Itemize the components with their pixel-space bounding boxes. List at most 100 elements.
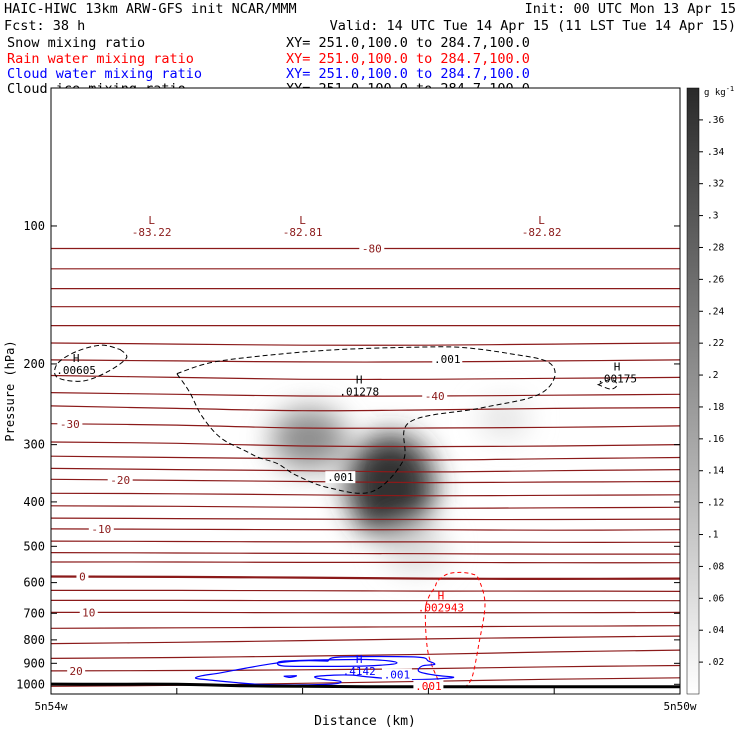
y-tick-label: 500 <box>23 539 45 553</box>
cloud-water-contours <box>194 655 455 686</box>
isotherm-label: -10 <box>91 523 111 536</box>
colorbar-tick-label: .16 <box>707 434 724 445</box>
low-marker: L <box>299 214 306 227</box>
high-marker: H <box>438 590 445 603</box>
snow-contours <box>54 344 618 494</box>
y-tick-label: 700 <box>23 606 45 620</box>
shade-blob-3 <box>478 400 530 438</box>
isotherm-line <box>51 342 680 346</box>
isotherm-label-bg <box>57 417 83 430</box>
isotherm-label: 0 <box>79 571 86 584</box>
forecast-hour: Fcst: 38 h <box>4 18 85 34</box>
model-title: HAIC-HIWC 13km ARW-GFS init NCAR/MMM <box>4 1 297 17</box>
isotherm-line <box>51 517 680 521</box>
isotherm-line <box>51 492 680 497</box>
isotherm-line <box>51 478 680 484</box>
x-axis-label: Distance (km) <box>314 714 416 729</box>
isotherm-line <box>51 589 680 592</box>
rain-contour <box>424 571 486 687</box>
colorbar-gradient <box>686 87 700 695</box>
extremum-value: .4142 <box>343 665 376 678</box>
init-time: Init: 00 UTC Mon 13 Apr 15 <box>525 1 736 17</box>
isotherm-label-bg <box>88 523 114 536</box>
field-xy-rain: XY= 251.0,100.0 to 284.7,100.0 <box>286 51 530 67</box>
isotherm-line <box>51 528 680 531</box>
isotherm-line <box>51 649 680 659</box>
colorbar-tick-label: .26 <box>707 274 724 285</box>
high-marker: H <box>356 374 363 387</box>
isotherm-label-bg <box>76 570 89 583</box>
y-axis-label: Pressure (hPa) <box>3 340 17 441</box>
colorbar-tick-label: .22 <box>707 338 724 349</box>
colorbar-tick-label: .34 <box>707 147 724 158</box>
y-tick-label: 800 <box>23 633 45 647</box>
isotherm-line <box>51 359 680 363</box>
contour-label: .001 <box>434 353 461 366</box>
y-tick-label: 200 <box>23 357 45 371</box>
field-xy-snow: XY= 251.0,100.0 to 284.7,100.0 <box>286 35 530 51</box>
colorbar-tick-label: .18 <box>707 402 724 413</box>
colorbar-tick-label: .14 <box>707 466 724 477</box>
isotherm-label: -30 <box>60 418 80 431</box>
colorbar-tick-label: .3 <box>707 211 718 222</box>
isotherm-label: -40 <box>425 390 445 403</box>
plot-background <box>51 88 680 694</box>
cloud-water-contour <box>194 655 455 686</box>
colorbar-tick-label: .2 <box>707 370 718 381</box>
isotherm-line <box>51 635 680 645</box>
snow-contour <box>54 344 128 382</box>
snow-contour <box>176 346 556 494</box>
isotherm-line <box>51 467 680 473</box>
rain-contours <box>424 571 486 687</box>
valid-time: Valid: 14 UTC Tue 14 Apr 15 (11 LST Tue … <box>330 18 736 34</box>
x-tick-label: 5n54w <box>34 700 67 713</box>
isotherm-line <box>51 540 680 543</box>
high-marker: H <box>356 653 363 666</box>
isotherm-label-bg <box>422 389 448 402</box>
colorbar-ticks: .02 .04 .06 .08 .1 .12 .14 .16 .18 .2 .22 .24 .26 .28… <box>699 115 724 668</box>
extremum-value: .01278 <box>339 386 379 399</box>
extremum-value: .002943 <box>418 602 464 615</box>
colorbar: g kg-1 .02 .04 .06 .08 .1 .12 .14 .16 .18 .2 .22 .2… <box>686 85 734 695</box>
isotherm-line <box>51 552 680 555</box>
y-tick-label: 300 <box>23 438 45 452</box>
colorbar-tick-label: .36 <box>707 115 724 126</box>
y-tick-label: 400 <box>23 495 45 509</box>
field-name-snow: Snow mixing ratio <box>7 35 145 51</box>
field-name-rain: Rain water mixing ratio <box>7 51 194 67</box>
isotherm-label: 10 <box>82 606 95 619</box>
cloud-ice-shading <box>271 400 530 573</box>
isotherm-label-bg <box>107 473 133 486</box>
isotherm-line <box>51 575 680 581</box>
colorbar-tick-label: .04 <box>707 625 724 636</box>
y-tick-label: 600 <box>23 576 45 590</box>
isotherm-label: -80 <box>362 243 382 256</box>
field-name-cloud-water: Cloud water mixing ratio <box>7 66 202 82</box>
contour-label-bg <box>413 679 444 692</box>
colorbar-unit: g kg-1 <box>704 85 734 98</box>
figure-header: HAIC-HIWC 13km ARW-GFS init NCAR/MMM Ini… <box>4 1 736 97</box>
colorbar-tick-label: .12 <box>707 498 724 509</box>
y-tick-label: 900 <box>23 656 45 670</box>
colorbar-tick-label: .28 <box>707 242 724 253</box>
y-tick-label: 1000 <box>16 677 45 691</box>
x-tick-label: 5n50w <box>663 700 696 713</box>
isotherm-label-bg <box>79 606 98 619</box>
isotherm-label-bg <box>67 664 86 677</box>
extremum-value: -82.82 <box>522 226 562 239</box>
high-marker: H <box>73 352 80 365</box>
isotherm-line <box>51 392 680 397</box>
isotherm-line <box>51 505 680 509</box>
isotherm-label: -20 <box>110 474 130 487</box>
shade-blob-2 <box>384 525 448 573</box>
extremum-value: .00175 <box>597 373 637 386</box>
isotherm-line <box>51 455 680 461</box>
colorbar-tick-label: .08 <box>707 561 724 572</box>
contour-label: .001 <box>415 680 442 693</box>
plot-frame <box>50 87 681 695</box>
isotherm-line <box>51 374 680 381</box>
low-marker: L <box>148 214 155 227</box>
isotherm-label-bg <box>359 242 385 255</box>
